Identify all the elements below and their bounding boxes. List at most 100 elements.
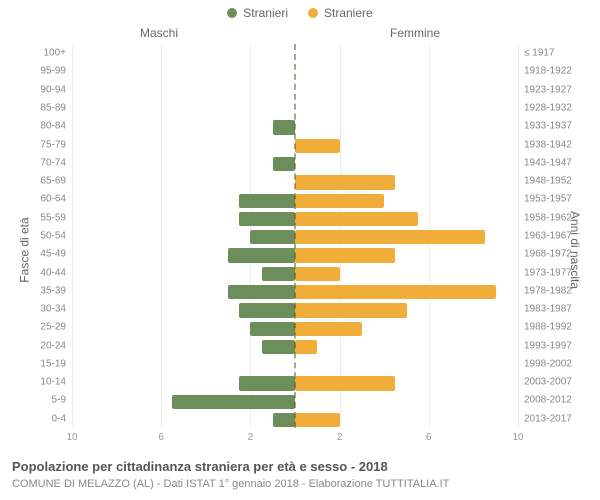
- female-half: [295, 81, 518, 99]
- birth-label: 1973-1977: [524, 267, 572, 278]
- female-bar: [295, 303, 407, 317]
- male-half: [72, 62, 295, 80]
- chart-title: Popolazione per cittadinanza straniera p…: [12, 459, 388, 474]
- birth-label: 1923-1927: [524, 84, 572, 95]
- legend-label-female: Straniere: [324, 6, 373, 20]
- male-half: [72, 373, 295, 391]
- female-half: [295, 373, 518, 391]
- age-label: 70-74: [40, 157, 66, 168]
- female-half: [295, 318, 518, 336]
- female-bar: [295, 267, 340, 281]
- column-head-left: Maschi: [140, 26, 178, 40]
- male-half: [72, 154, 295, 172]
- female-bar: [295, 413, 340, 427]
- legend-label-male: Stranieri: [243, 6, 288, 20]
- female-half: [295, 44, 518, 62]
- male-bar: [262, 340, 295, 354]
- birth-label: 1938-1942: [524, 139, 572, 150]
- male-bar: [250, 322, 295, 336]
- male-half: [72, 227, 295, 245]
- female-half: [295, 117, 518, 135]
- age-label: 0-4: [52, 413, 66, 424]
- male-half: [72, 81, 295, 99]
- age-label: 60-64: [40, 194, 66, 205]
- age-label: 80-84: [40, 121, 66, 132]
- chart-legend: Stranieri Straniere: [0, 6, 600, 20]
- age-label: 95-99: [40, 66, 66, 77]
- female-half: [295, 282, 518, 300]
- x-tick-label: 2: [337, 432, 343, 443]
- chart-subtitle: COMUNE DI MELAZZO (AL) - Dati ISTAT 1° g…: [12, 478, 449, 490]
- male-bar: [239, 212, 295, 226]
- female-half: [295, 227, 518, 245]
- male-half: [72, 117, 295, 135]
- x-tick-label: 10: [66, 432, 77, 443]
- age-label: 35-39: [40, 285, 66, 296]
- female-bar: [295, 194, 384, 208]
- female-bar: [295, 230, 485, 244]
- female-half: [295, 99, 518, 117]
- female-bar: [295, 175, 395, 189]
- female-half: [295, 209, 518, 227]
- male-half: [72, 99, 295, 117]
- female-bar: [295, 139, 340, 153]
- male-half: [72, 391, 295, 409]
- birth-label: 2003-2007: [524, 377, 572, 388]
- female-half: [295, 355, 518, 373]
- birth-label: ≤ 1917: [524, 48, 555, 59]
- birth-label: 2008-2012: [524, 395, 572, 406]
- female-bar: [295, 248, 395, 262]
- legend-item-female: Straniere: [308, 6, 373, 20]
- birth-label: 1918-1922: [524, 66, 572, 77]
- birth-label: 1968-1972: [524, 249, 572, 260]
- age-label: 90-94: [40, 84, 66, 95]
- age-label: 85-89: [40, 102, 66, 113]
- female-half: [295, 245, 518, 263]
- female-bar: [295, 212, 418, 226]
- column-head-right: Femmine: [390, 26, 440, 40]
- x-tick-label: 6: [158, 432, 164, 443]
- birth-label: 1998-2002: [524, 358, 572, 369]
- birth-label: 1943-1947: [524, 157, 572, 168]
- male-bar: [273, 120, 295, 134]
- plot-area: 100+≤ 191795-991918-192290-941923-192785…: [72, 44, 518, 428]
- birth-label: 1963-1967: [524, 230, 572, 241]
- female-half: [295, 135, 518, 153]
- legend-dot-female: [308, 8, 318, 18]
- female-bar: [295, 376, 395, 390]
- male-half: [72, 172, 295, 190]
- male-half: [72, 44, 295, 62]
- male-half: [72, 410, 295, 428]
- legend-item-male: Stranieri: [227, 6, 288, 20]
- x-tick-label: 10: [512, 432, 523, 443]
- male-bar: [250, 230, 295, 244]
- age-label: 40-44: [40, 267, 66, 278]
- female-half: [295, 337, 518, 355]
- male-half: [72, 245, 295, 263]
- birth-label: 1953-1957: [524, 194, 572, 205]
- age-label: 100+: [43, 48, 66, 59]
- birth-label: 1958-1962: [524, 212, 572, 223]
- birth-label: 1993-1997: [524, 340, 572, 351]
- male-bar: [172, 395, 295, 409]
- female-half: [295, 391, 518, 409]
- male-bar: [239, 376, 295, 390]
- female-half: [295, 410, 518, 428]
- birth-label: 2013-2017: [524, 413, 572, 424]
- birth-label: 1988-1992: [524, 322, 572, 333]
- age-label: 45-49: [40, 249, 66, 260]
- age-label: 15-19: [40, 358, 66, 369]
- female-bar: [295, 285, 496, 299]
- age-label: 30-34: [40, 304, 66, 315]
- male-half: [72, 263, 295, 281]
- male-bar: [273, 157, 295, 171]
- male-bar: [273, 413, 295, 427]
- male-half: [72, 337, 295, 355]
- age-label: 75-79: [40, 139, 66, 150]
- x-tick-label: 6: [426, 432, 432, 443]
- age-label: 65-69: [40, 176, 66, 187]
- age-label: 50-54: [40, 230, 66, 241]
- female-half: [295, 62, 518, 80]
- age-label: 10-14: [40, 377, 66, 388]
- birth-label: 1933-1937: [524, 121, 572, 132]
